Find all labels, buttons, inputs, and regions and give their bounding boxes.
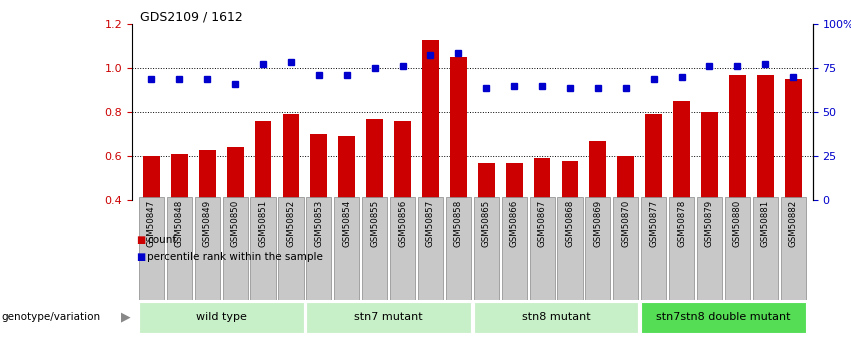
Bar xyxy=(422,40,439,200)
Text: GSM50847: GSM50847 xyxy=(147,200,156,247)
FancyBboxPatch shape xyxy=(529,197,555,300)
FancyBboxPatch shape xyxy=(306,302,471,333)
Text: GSM50880: GSM50880 xyxy=(733,200,742,247)
Text: GSM50868: GSM50868 xyxy=(565,200,574,247)
FancyBboxPatch shape xyxy=(474,197,499,300)
FancyBboxPatch shape xyxy=(614,197,638,300)
FancyBboxPatch shape xyxy=(501,197,527,300)
Text: ▶: ▶ xyxy=(121,311,131,324)
Bar xyxy=(701,112,718,200)
FancyBboxPatch shape xyxy=(139,197,164,300)
Bar xyxy=(394,121,411,200)
FancyBboxPatch shape xyxy=(167,197,191,300)
Text: count: count xyxy=(147,235,177,245)
Text: stn8 mutant: stn8 mutant xyxy=(522,312,591,322)
Text: GSM50858: GSM50858 xyxy=(454,200,463,247)
FancyBboxPatch shape xyxy=(250,197,276,300)
Bar xyxy=(478,163,494,200)
Bar xyxy=(339,136,355,200)
Bar xyxy=(254,121,271,200)
Bar xyxy=(757,75,774,200)
Text: GSM50866: GSM50866 xyxy=(510,200,518,247)
Text: percentile rank within the sample: percentile rank within the sample xyxy=(147,252,323,262)
Text: GSM50856: GSM50856 xyxy=(398,200,407,247)
Bar xyxy=(562,160,579,200)
FancyBboxPatch shape xyxy=(585,197,610,300)
Text: GDS2109 / 1612: GDS2109 / 1612 xyxy=(140,10,243,23)
Bar xyxy=(450,57,466,200)
Bar xyxy=(366,119,383,200)
FancyBboxPatch shape xyxy=(418,197,443,300)
Text: GSM50851: GSM50851 xyxy=(259,200,267,247)
FancyBboxPatch shape xyxy=(306,197,331,300)
Text: ■: ■ xyxy=(136,252,146,262)
FancyBboxPatch shape xyxy=(446,197,471,300)
Text: GSM50877: GSM50877 xyxy=(649,200,658,247)
FancyBboxPatch shape xyxy=(641,197,666,300)
Text: GSM50854: GSM50854 xyxy=(342,200,351,247)
Text: GSM50853: GSM50853 xyxy=(314,200,323,247)
FancyBboxPatch shape xyxy=(362,197,387,300)
Text: GSM50850: GSM50850 xyxy=(231,200,240,247)
Text: GSM50849: GSM50849 xyxy=(203,200,212,247)
Bar xyxy=(199,149,215,200)
Text: GSM50870: GSM50870 xyxy=(621,200,631,247)
FancyBboxPatch shape xyxy=(641,302,806,333)
Bar xyxy=(645,114,662,200)
FancyBboxPatch shape xyxy=(697,197,722,300)
Bar xyxy=(590,141,606,200)
Text: wild type: wild type xyxy=(196,312,247,322)
Text: GSM50881: GSM50881 xyxy=(761,200,770,247)
FancyBboxPatch shape xyxy=(753,197,778,300)
Bar xyxy=(283,114,300,200)
Text: GSM50855: GSM50855 xyxy=(370,200,380,247)
FancyBboxPatch shape xyxy=(195,197,220,300)
Bar xyxy=(311,134,328,200)
Text: GSM50867: GSM50867 xyxy=(538,200,546,247)
FancyBboxPatch shape xyxy=(669,197,694,300)
FancyBboxPatch shape xyxy=(557,197,583,300)
Text: GSM50865: GSM50865 xyxy=(482,200,491,247)
Text: GSM50882: GSM50882 xyxy=(789,200,797,247)
Bar xyxy=(617,156,634,200)
Bar xyxy=(785,79,802,200)
Text: genotype/variation: genotype/variation xyxy=(2,313,100,322)
Bar xyxy=(143,156,160,200)
Bar xyxy=(729,75,745,200)
FancyBboxPatch shape xyxy=(780,197,806,300)
Text: GSM50857: GSM50857 xyxy=(426,200,435,247)
FancyBboxPatch shape xyxy=(278,197,304,300)
Text: ■: ■ xyxy=(136,235,146,245)
Text: stn7 mutant: stn7 mutant xyxy=(354,312,423,322)
Bar xyxy=(171,154,188,200)
Bar xyxy=(673,101,690,200)
Bar xyxy=(534,158,551,200)
FancyBboxPatch shape xyxy=(223,197,248,300)
Text: GSM50879: GSM50879 xyxy=(705,200,714,247)
Text: GSM50878: GSM50878 xyxy=(677,200,686,247)
Text: GSM50869: GSM50869 xyxy=(593,200,603,247)
Bar xyxy=(226,147,243,200)
Bar xyxy=(505,163,523,200)
FancyBboxPatch shape xyxy=(474,302,638,333)
FancyBboxPatch shape xyxy=(334,197,359,300)
FancyBboxPatch shape xyxy=(139,302,304,333)
FancyBboxPatch shape xyxy=(725,197,750,300)
FancyBboxPatch shape xyxy=(390,197,415,300)
Text: GSM50852: GSM50852 xyxy=(287,200,295,247)
Text: GSM50848: GSM50848 xyxy=(174,200,184,247)
Text: stn7stn8 double mutant: stn7stn8 double mutant xyxy=(656,312,791,322)
